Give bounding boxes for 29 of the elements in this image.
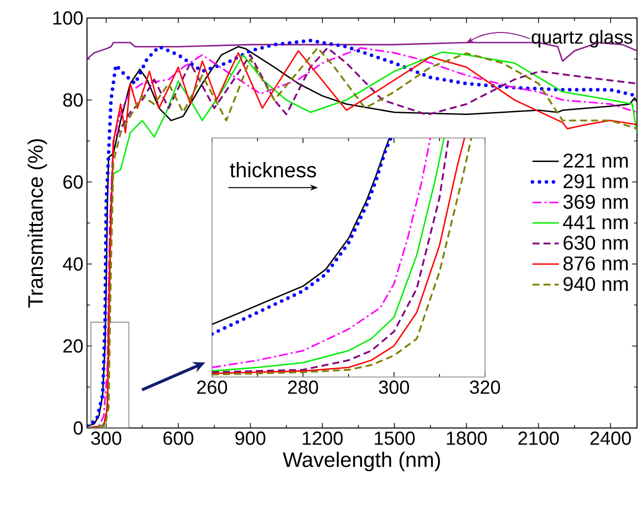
legend-label: 441 nm bbox=[563, 215, 628, 230]
x-tick-label: 900 bbox=[235, 432, 266, 445]
x-tick-label: 2100 bbox=[518, 432, 559, 445]
y-tick-label: 0 bbox=[74, 421, 83, 435]
x-tick-label: 1800 bbox=[446, 432, 487, 445]
y-tick-label: 100 bbox=[53, 11, 83, 25]
y-tick-label: 40 bbox=[62, 257, 83, 271]
y-tick-label: 20 bbox=[63, 339, 83, 353]
x-tick-label: 300 bbox=[91, 432, 122, 445]
legend-label: 940 nm bbox=[564, 276, 628, 292]
x-tick-label: 2400 bbox=[590, 432, 631, 445]
x-tick-label: 600 bbox=[163, 432, 194, 445]
y-axis-title: Transmittance (%) bbox=[28, 139, 48, 308]
y-tick-label: 80 bbox=[63, 93, 83, 107]
x-tick-label: 1200 bbox=[302, 432, 343, 445]
x-tick-label: 260 bbox=[197, 380, 228, 394]
legend-label: 876 nm bbox=[563, 256, 628, 270]
legend-label: 291 nm bbox=[564, 174, 628, 188]
x-tick-label: 1500 bbox=[374, 432, 415, 445]
legend-label: 369 nm bbox=[563, 194, 628, 209]
x-tick-label: 320 bbox=[470, 380, 500, 394]
x-tick-label: 280 bbox=[288, 380, 318, 394]
y-tick-label: 60 bbox=[63, 175, 83, 189]
annotation: thickness bbox=[230, 162, 316, 178]
legend-label: 221 nm bbox=[564, 154, 628, 168]
x-axis-title: Wavelength (nm) bbox=[282, 452, 440, 472]
annotation: quartz glass bbox=[532, 30, 632, 48]
legend-label: 630 nm bbox=[564, 236, 628, 250]
x-tick-label: 300 bbox=[378, 380, 410, 394]
